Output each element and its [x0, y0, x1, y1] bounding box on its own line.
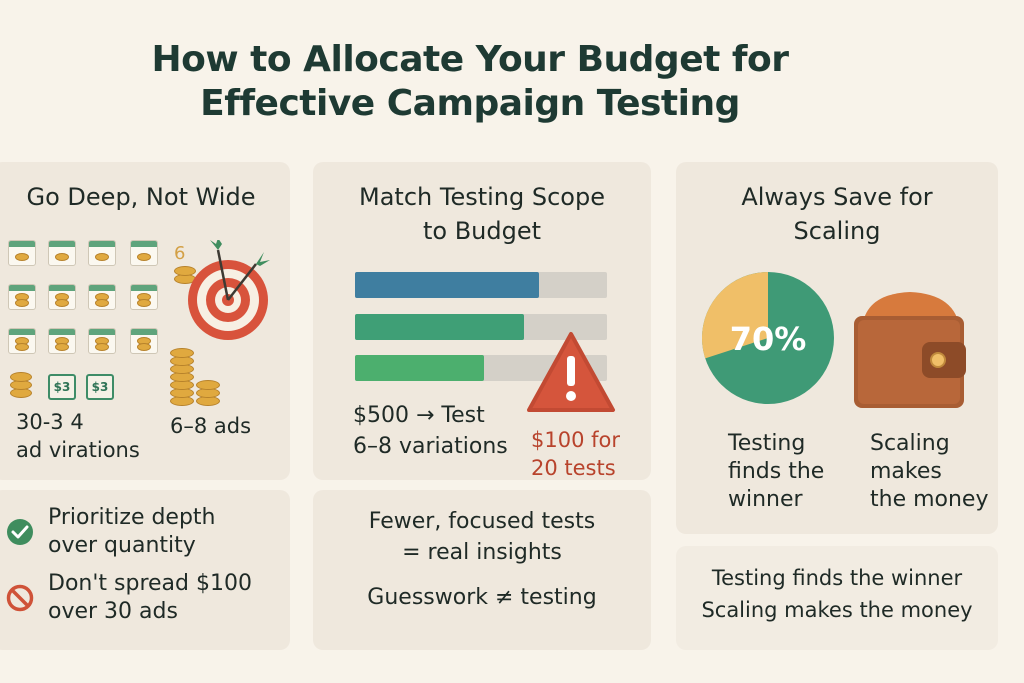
scaling-caption: Scaling makes the money — [870, 430, 989, 514]
calendar-icon — [48, 240, 76, 266]
budget-bar — [355, 314, 607, 340]
calendar-icon — [88, 328, 116, 354]
panel-save-scaling-title: Always Save for Scaling — [676, 180, 998, 248]
wide-caption-line-2: ad virations — [16, 438, 140, 462]
target-icon — [188, 240, 270, 340]
wallet-icon — [854, 292, 966, 408]
budget-caption-line-2: 6–8 variations — [353, 434, 508, 459]
scope-tip-line-3: Guesswork ≠ testing — [367, 585, 597, 610]
deep-caption: 6–8 ads — [170, 414, 252, 438]
panel-go-deep-tips: Prioritize depth over quantity Don't spr… — [0, 490, 290, 650]
wide-caption: 30-3 4 ad virations — [16, 408, 140, 464]
panel-match-scope-title-line-2: to Budget — [422, 217, 542, 245]
dont-tip-line-1: Don't spread $100 — [48, 571, 252, 596]
scaling-caption-line-1: Scaling — [870, 431, 950, 456]
scaling-tip: Testing finds the winner Scaling makes t… — [676, 562, 998, 626]
do-tip-line-2: over quantity — [48, 533, 196, 558]
budget-pie-chart: 70% — [702, 272, 834, 404]
panel-match-scope: Match Testing Scope to Budget $500 → Tes… — [313, 162, 651, 480]
scope-tip: Fewer, focused tests = real insights Gue… — [313, 506, 651, 613]
budget-caption-line-1: $500 → Test — [353, 403, 485, 428]
title-line-1: How to Allocate Your Budget for — [151, 39, 789, 80]
calendar-icon — [48, 328, 76, 354]
testing-caption-line-2: finds the — [728, 459, 825, 484]
panel-save-scaling-title-line-1: Always Save for — [741, 183, 933, 211]
scaling-caption-line-2: makes — [870, 459, 942, 484]
budget-bar-fill — [355, 355, 484, 381]
calendar-icon — [8, 328, 36, 354]
testing-caption-line-1: Testing — [728, 431, 806, 456]
budget-bar-fill — [355, 272, 539, 298]
warning-caption-line-1: $100 for — [531, 428, 620, 452]
panel-save-scaling-title-line-2: Scaling — [793, 217, 881, 245]
dont-tip-line-2: over 30 ads — [48, 599, 178, 624]
calendar-icon — [130, 240, 158, 266]
dollar-bill-icon: $3 — [48, 374, 76, 400]
testing-caption: Testing finds the winner — [728, 430, 824, 514]
calendar-icon — [8, 240, 36, 266]
panel-match-scope-tips: Fewer, focused tests = real insights Gue… — [313, 490, 651, 650]
scaling-caption-line-3: the money — [870, 487, 989, 512]
budget-caption: $500 → Test 6–8 variations — [353, 400, 508, 462]
scope-tip-line-1: Fewer, focused tests — [368, 509, 596, 534]
wide-caption-line-1: 30-3 4 — [16, 410, 84, 434]
check-circle-icon — [7, 519, 33, 545]
scope-tip-line-2: = real insights — [402, 540, 562, 565]
panel-save-scaling: Always Save for Scaling 70% Testing find… — [676, 162, 998, 534]
panel-go-deep-title: Go Deep, Not Wide — [26, 183, 256, 211]
scaling-tip-line-2: Scaling makes the money — [701, 598, 973, 622]
testing-caption-line-3: winner — [728, 487, 803, 512]
panel-go-deep: Go Deep, Not Wide $3 $3 6 — [0, 162, 290, 480]
warning-caption-line-2: 20 tests — [531, 456, 616, 480]
do-tip: Prioritize depth over quantity — [48, 504, 216, 560]
panel-save-scaling-tips: Testing finds the winner Scaling makes t… — [676, 546, 998, 650]
title-line-2: Effective Campaign Testing — [200, 83, 740, 124]
target-number: 6 — [174, 243, 186, 264]
pie-slice-reserve — [702, 272, 768, 359]
warning-icon — [527, 332, 615, 412]
budget-bar-fill — [355, 314, 524, 340]
budget-bar — [355, 272, 607, 298]
scaling-tip-line-1: Testing finds the winner — [711, 566, 963, 590]
dollar-bill-icon: $3 — [86, 374, 114, 400]
dont-tip: Don't spread $100 over 30 ads — [48, 570, 252, 626]
prohibited-icon — [6, 584, 34, 612]
panel-match-scope-title: Match Testing Scope to Budget — [313, 180, 651, 248]
calendar-icon — [88, 284, 116, 310]
calendar-icon — [130, 284, 158, 310]
pie-percent-label: 70% — [730, 320, 807, 358]
calendar-icon — [48, 284, 76, 310]
page-title: How to Allocate Your Budget for Effectiv… — [0, 38, 940, 126]
warning-caption: $100 for 20 tests — [531, 426, 620, 482]
calendar-icon — [130, 328, 158, 354]
calendar-icon — [88, 240, 116, 266]
panel-match-scope-title-line-1: Match Testing Scope — [359, 183, 605, 211]
calendar-icon — [8, 284, 36, 310]
do-tip-line-1: Prioritize depth — [48, 505, 216, 530]
